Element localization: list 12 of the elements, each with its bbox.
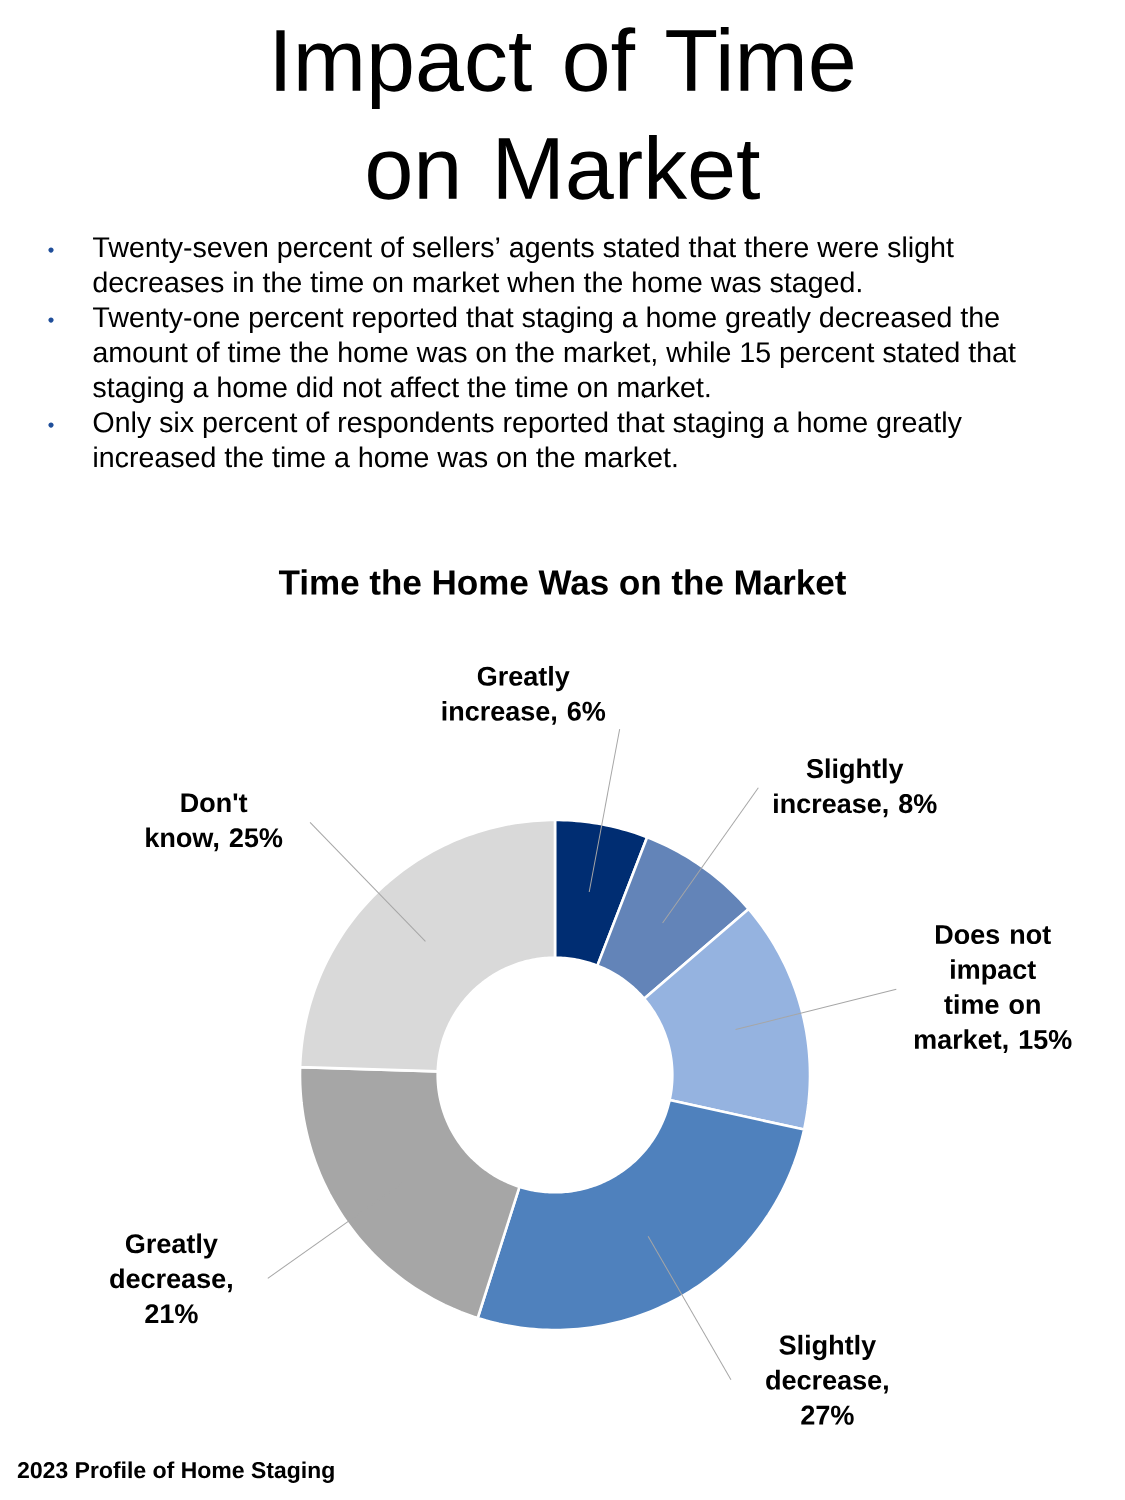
slice-label: Slightly decrease, 27% — [766, 1334, 888, 1425]
text: Twenty-seven percent of sellers’ agents stated that there were slight decreases in the time on market when the home was staged. — [93, 236, 954, 299]
slice-label: Greatly increase, 6% — [442, 665, 606, 725]
chart-title: Impact of Time on Market — [276, 27, 853, 200]
chart-subtitle: Time the Home Was on the Market — [278, 569, 846, 595]
slice-label: Does not impact time on market, 15% — [914, 925, 1072, 1054]
text: Twenty-one percent reported that staging a home greatly decreased the amount of time the home was on the market, while 15 percent stated that staging a home did not affect the time on market. — [93, 306, 1016, 404]
text: 2023 Profile of Home Staging — [17, 1461, 334, 1483]
slice-label: Greatly decrease, 21% — [110, 1233, 232, 1324]
text: Only six percent of respondents reported that staging a home greatly increased the time a home was on the market. — [93, 411, 962, 468]
slice-label: Slightly increase, 8% — [774, 758, 937, 818]
slice-label: Don't know, 25% — [146, 793, 283, 852]
